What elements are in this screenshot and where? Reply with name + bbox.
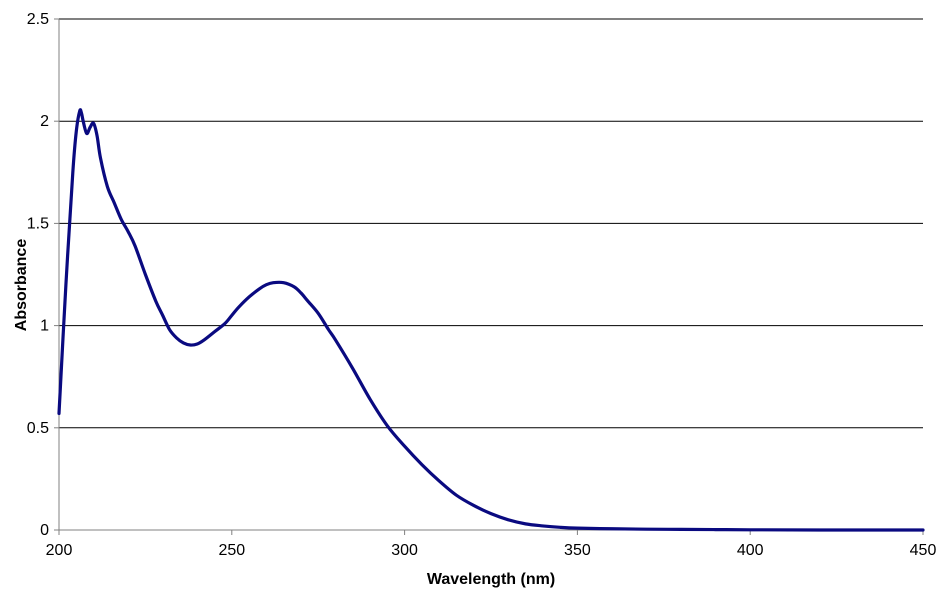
x-tick-label: 450 [910, 542, 937, 559]
gridlines [59, 18, 923, 429]
y-tick-label: 1 [40, 318, 49, 335]
x-tick-label: 400 [737, 542, 764, 559]
x-tick-label: 300 [391, 542, 418, 559]
y-tick-label: 1.5 [27, 215, 49, 232]
y-axis-label: Absorbance [13, 239, 30, 332]
series-layer [57, 108, 925, 532]
x-tick-label: 350 [564, 542, 591, 559]
tick-labels: 0 0.5 1 1.5 2 2.5 200 250 300 350 400 450 [27, 11, 937, 559]
x-axis-label: Wavelength (nm) [427, 571, 555, 588]
y-tick-label: 2.5 [27, 11, 49, 28]
series-line [57, 108, 925, 532]
y-tick-label: 0.5 [27, 420, 49, 437]
y-tick-label: 2 [40, 113, 49, 130]
x-tick-label: 200 [46, 542, 73, 559]
x-tick-label: 250 [218, 542, 245, 559]
y-tick-label: 0 [40, 522, 49, 539]
